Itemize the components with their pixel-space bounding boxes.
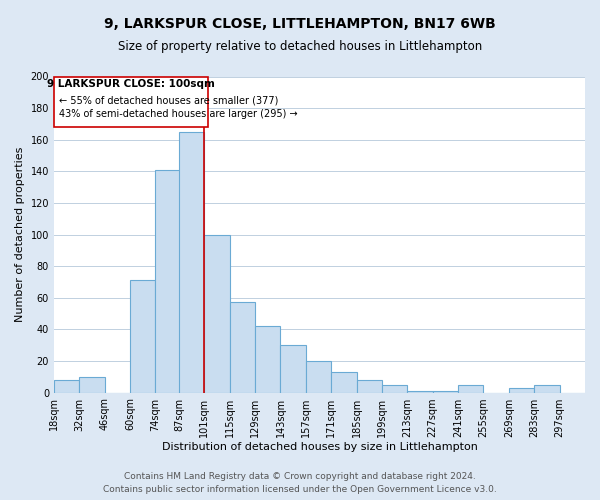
Text: 43% of semi-detached houses are larger (295) →: 43% of semi-detached houses are larger (… [59,109,298,119]
Bar [179,132,205,392]
Bar [79,377,104,392]
Bar [433,391,458,392]
X-axis label: Distribution of detached houses by size in Littlehampton: Distribution of detached houses by size … [161,442,478,452]
Bar [155,170,181,392]
Text: Contains public sector information licensed under the Open Government Licence v3: Contains public sector information licen… [103,485,497,494]
Bar [255,326,280,392]
Bar [54,380,79,392]
Bar [331,372,356,392]
Text: Contains HM Land Registry data © Crown copyright and database right 2024.: Contains HM Land Registry data © Crown c… [124,472,476,481]
Text: Size of property relative to detached houses in Littlehampton: Size of property relative to detached ho… [118,40,482,53]
Bar [509,388,534,392]
Bar [534,384,560,392]
Bar [230,302,255,392]
Bar [280,345,306,393]
Bar [382,384,407,392]
Text: ← 55% of detached houses are smaller (377): ← 55% of detached houses are smaller (37… [59,96,278,106]
Y-axis label: Number of detached properties: Number of detached properties [15,147,25,322]
Text: 9 LARKSPUR CLOSE: 100sqm: 9 LARKSPUR CLOSE: 100sqm [47,79,215,89]
Bar [458,384,484,392]
Bar [306,361,331,392]
Bar [130,280,155,392]
Text: 9, LARKSPUR CLOSE, LITTLEHAMPTON, BN17 6WB: 9, LARKSPUR CLOSE, LITTLEHAMPTON, BN17 6… [104,18,496,32]
Bar [356,380,382,392]
Bar [205,234,230,392]
Bar [407,391,433,392]
